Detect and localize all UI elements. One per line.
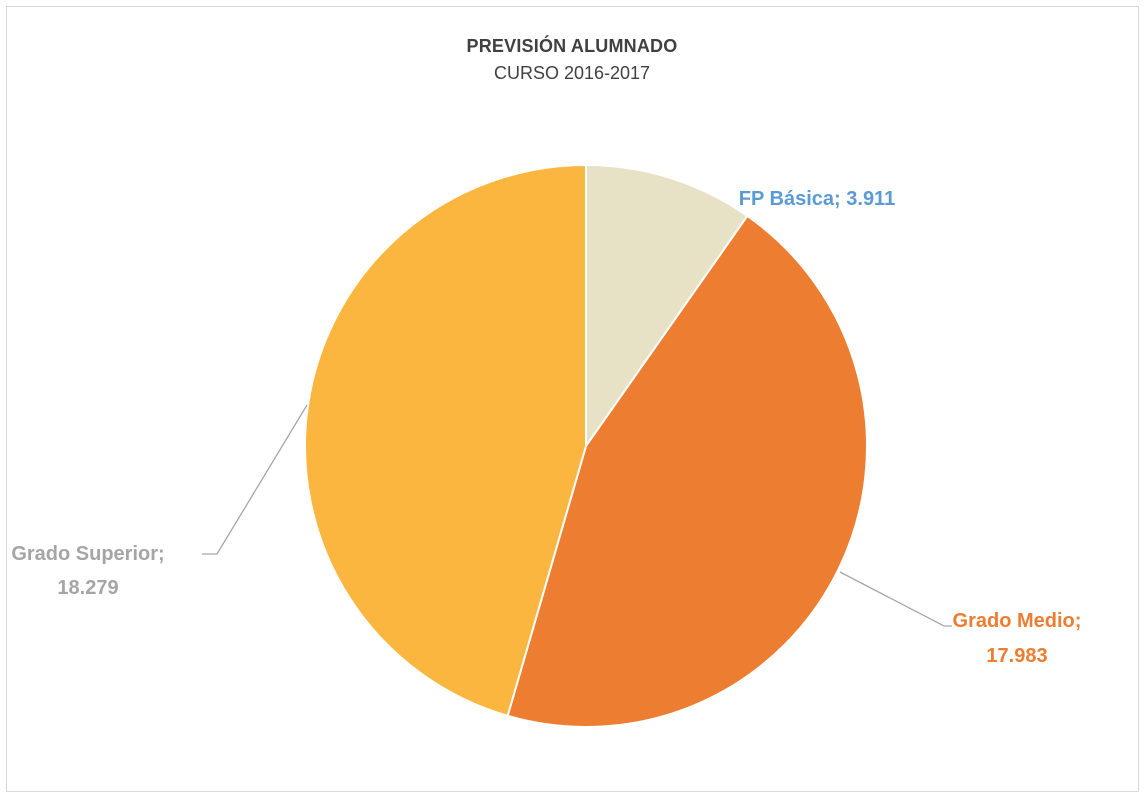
leader-line [839,571,952,627]
data-label: 17.983 [986,645,1047,667]
leader-lines [202,404,952,627]
data-label: FP Básica; 3.911 [739,188,895,210]
pie-slice-grado-medio [506,214,868,728]
leader-line [202,404,308,555]
pie-slice-fp-basica [585,163,749,450]
data-labels: FP Básica; 3.911 Grado Medio; 17.983 Grado … [11,188,1081,667]
data-label: Grado Medio; [953,610,1082,632]
chart-title: PREVISIÓN ALUMNADO [466,36,678,56]
chart-subtitle: CURSO 2016-2017 [493,63,651,83]
data-label: Grado Superior; [11,543,164,565]
data-label: 18.279 [57,577,118,599]
pie-slice-grado-superior [304,163,587,718]
pie-slices [304,163,868,728]
